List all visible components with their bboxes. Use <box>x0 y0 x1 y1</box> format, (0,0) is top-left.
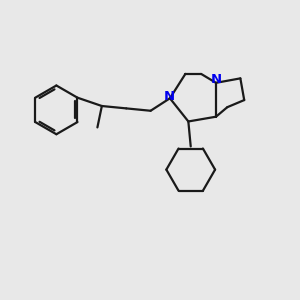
Text: N: N <box>211 73 222 86</box>
Text: N: N <box>164 90 175 103</box>
